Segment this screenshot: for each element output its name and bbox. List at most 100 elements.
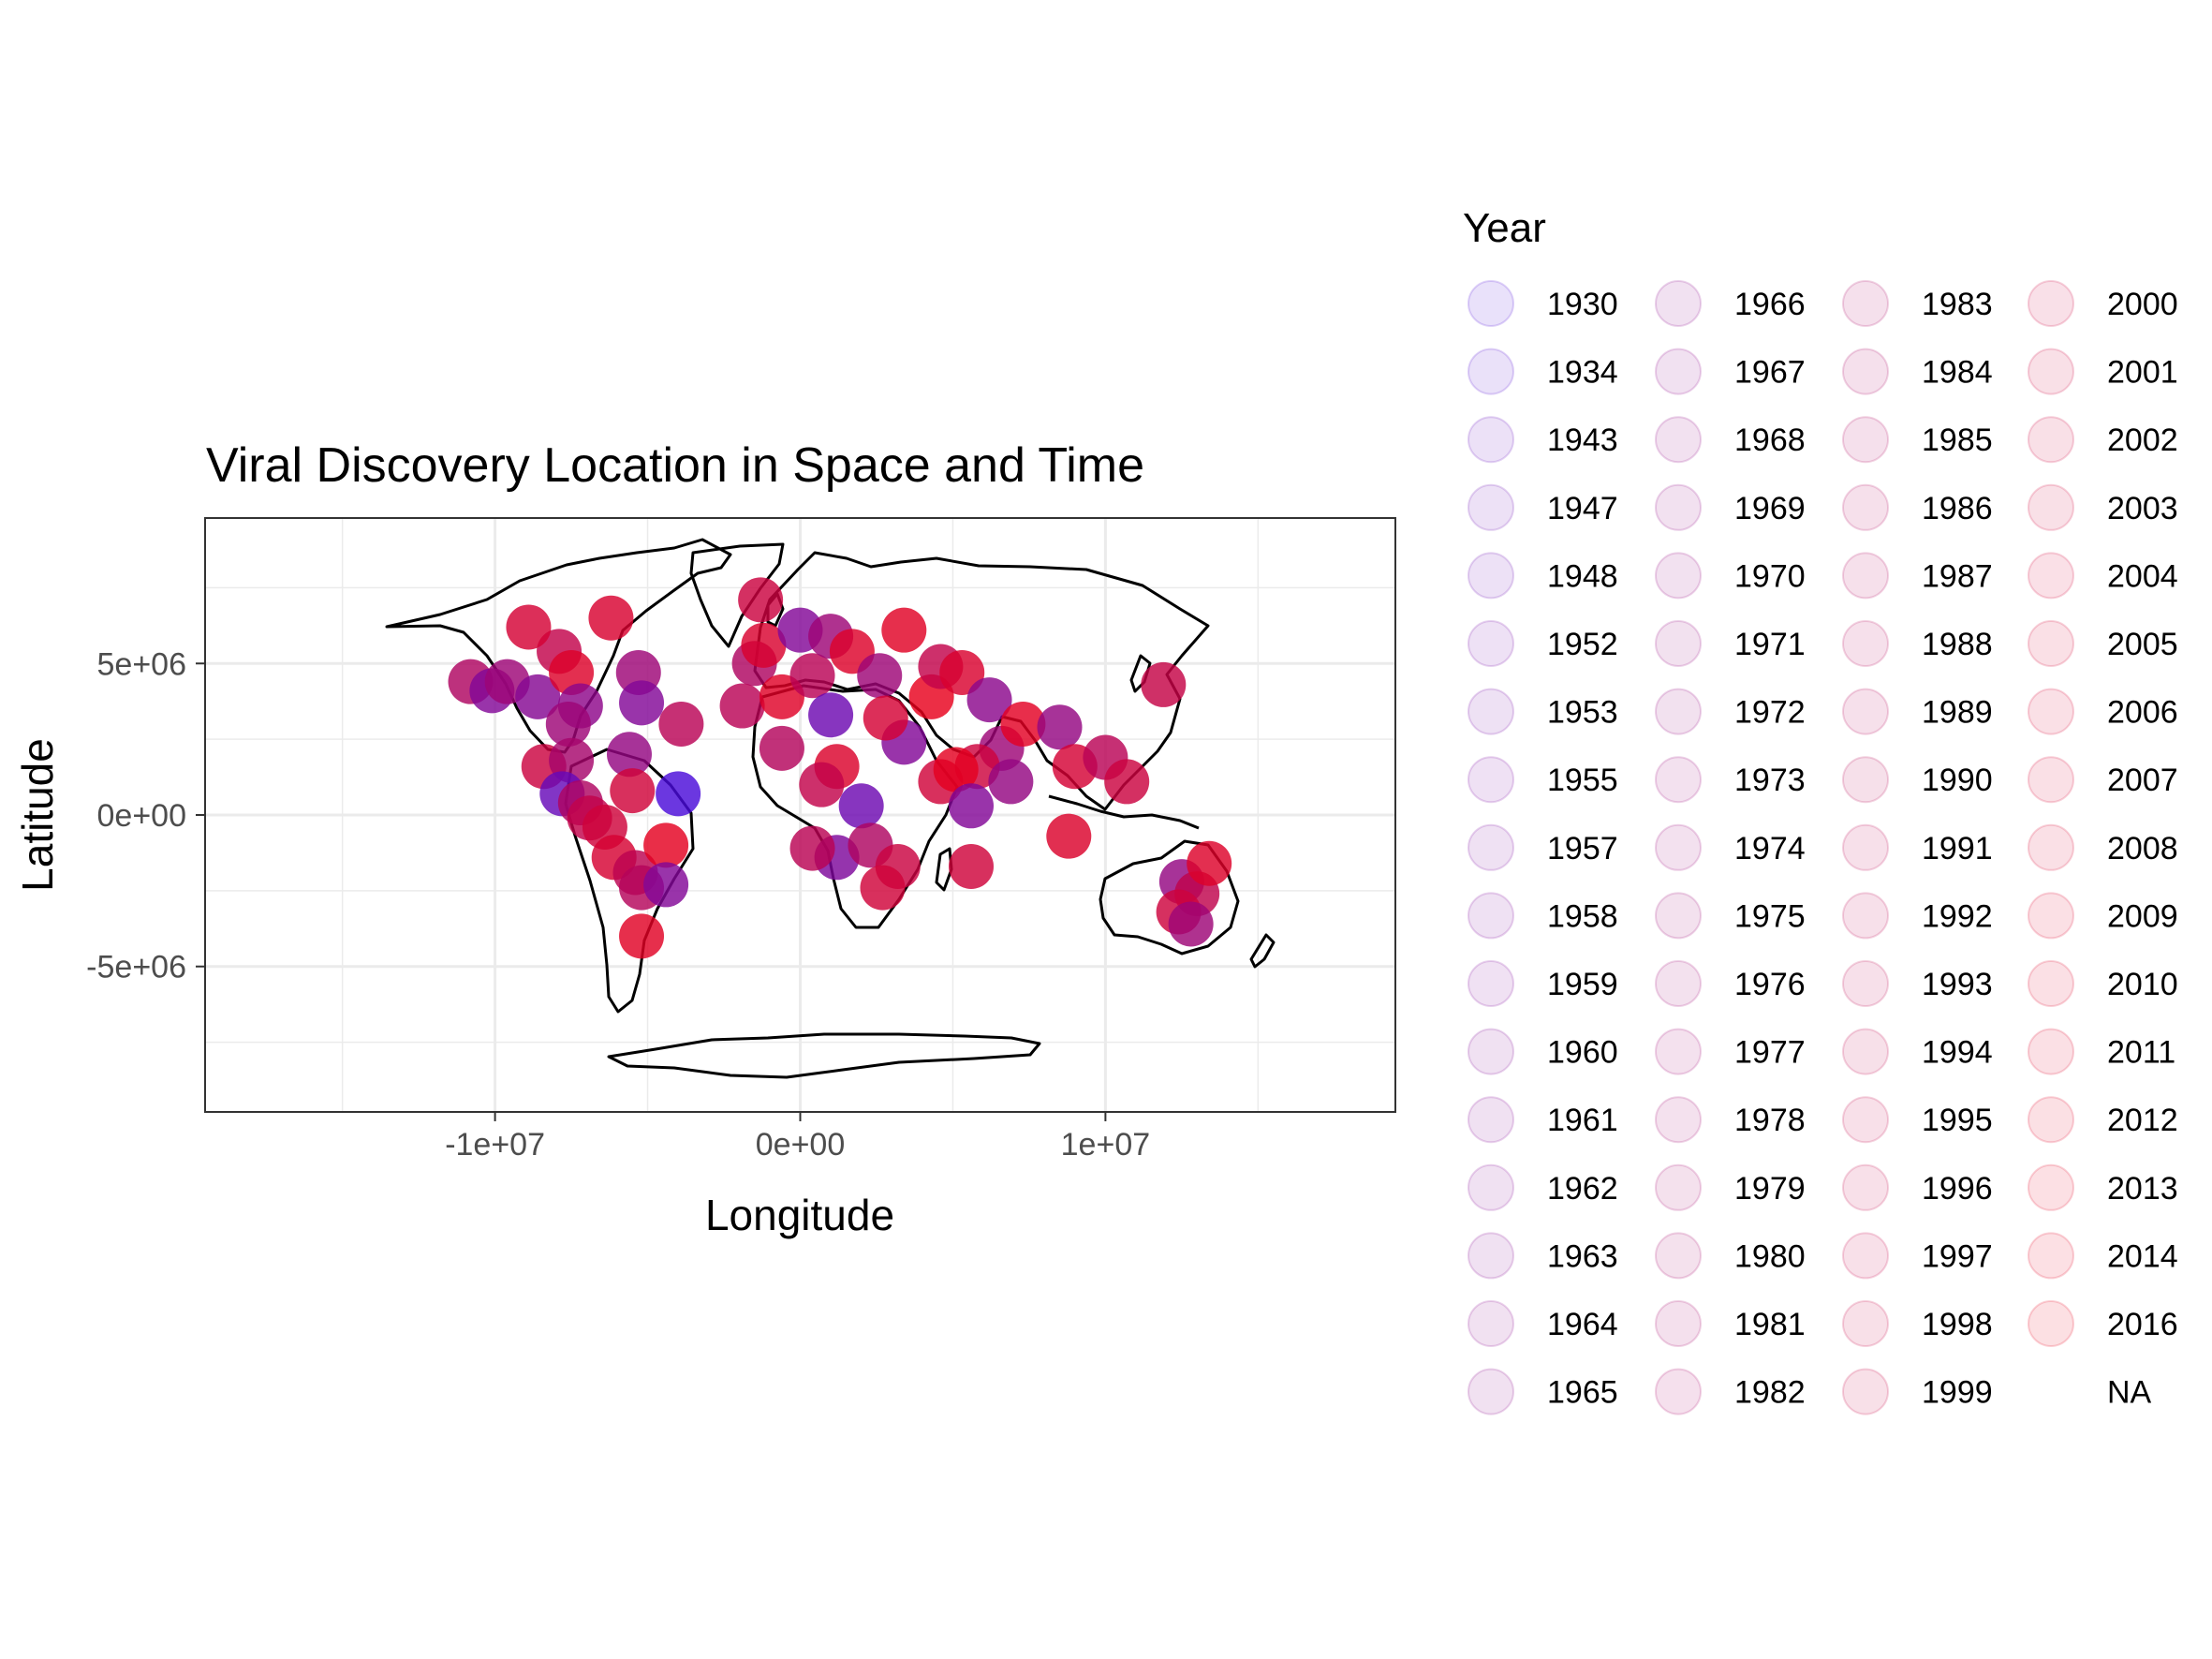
legend-key	[2028, 1232, 2074, 1280]
chart-title: Viral Discovery Location in Space and Ti…	[206, 438, 1144, 493]
legend-key	[2028, 620, 2074, 667]
legend-label: 1955	[1547, 763, 1618, 798]
legend-key	[1467, 960, 1514, 1007]
legend-label: 1978	[1734, 1103, 1806, 1138]
legend-key	[1655, 823, 1702, 871]
data-point	[759, 725, 804, 771]
legend-label: 2009	[2107, 898, 2178, 934]
legend-key	[1467, 1163, 1514, 1211]
legend-label: 1997	[1922, 1238, 1993, 1274]
legend-key	[2028, 823, 2074, 871]
legend-label: 2002	[2107, 422, 2178, 458]
legend-label: 1966	[1734, 287, 1806, 322]
legend-key	[1842, 280, 1889, 327]
data-point	[949, 783, 995, 829]
legend-key	[1842, 552, 1889, 600]
legend-key	[1467, 823, 1514, 871]
legend-label: 1976	[1734, 967, 1806, 1002]
legend-key	[1467, 280, 1514, 327]
data-point	[1104, 759, 1150, 805]
legend-label: 1993	[1922, 967, 1993, 1002]
legend-label: 1953	[1547, 695, 1618, 731]
legend-title: Year	[1463, 205, 1546, 251]
legend-label: 2013	[2107, 1171, 2178, 1207]
legend-label: 1959	[1547, 967, 1618, 1002]
data-point	[789, 825, 835, 871]
legend-label: 1988	[1922, 627, 1993, 662]
data-point	[738, 577, 784, 623]
legend-key	[1842, 1232, 1889, 1280]
data-point	[545, 701, 591, 747]
data-point	[988, 759, 1034, 805]
data-point	[933, 747, 979, 792]
legend-key	[1655, 1368, 1702, 1415]
legend-label: 1987	[1922, 558, 1993, 594]
data-point	[515, 674, 561, 719]
legend-label: 2004	[2107, 558, 2178, 594]
data-point	[1168, 901, 1214, 947]
legend-label: 2007	[2107, 763, 2178, 798]
legend-key	[1842, 416, 1889, 464]
legend-label: 2008	[2107, 831, 2178, 867]
y-tick-label: 5e+06	[97, 646, 187, 682]
legend-key	[1655, 1096, 1702, 1144]
legend-key	[1842, 756, 1889, 804]
legend-key	[2028, 1096, 2074, 1144]
data-point	[643, 822, 689, 868]
x-tick-label: 1e+07	[1061, 1127, 1151, 1163]
legend-key	[1467, 1368, 1514, 1415]
legend-label: 1960	[1547, 1035, 1618, 1071]
antarctica-outline	[607, 1032, 1041, 1079]
data-point	[789, 653, 835, 699]
x-tick-label: 0e+00	[756, 1127, 846, 1163]
legend-label: 2012	[2107, 1103, 2178, 1138]
legend-label: 1930	[1547, 287, 1618, 322]
legend-key	[1655, 483, 1702, 531]
legend-key	[1467, 892, 1514, 940]
legend-label: 1980	[1734, 1238, 1806, 1274]
legend-label: 1957	[1547, 831, 1618, 867]
legend-key	[2028, 348, 2074, 395]
y-axis: -5e+06 0e+00 5e+06	[86, 646, 205, 985]
legend-key	[2028, 1300, 2074, 1347]
data-point	[1037, 704, 1083, 750]
data-point	[799, 762, 845, 807]
legend-key	[2028, 1028, 2074, 1075]
legend-label: 1977	[1734, 1035, 1806, 1071]
legend-key	[1842, 1368, 1889, 1415]
legend-key	[1467, 688, 1514, 735]
data-point	[658, 701, 704, 747]
legend-key	[1467, 416, 1514, 464]
data-point	[506, 604, 552, 650]
data-point	[619, 913, 665, 959]
legend-key	[2028, 483, 2074, 531]
legend-label: 1983	[1922, 287, 1993, 322]
legend-key	[1842, 823, 1889, 871]
legend-key	[2028, 960, 2074, 1007]
legend-label: 1984	[1922, 355, 1993, 391]
legend-label: 1961	[1547, 1103, 1618, 1138]
data-point	[966, 677, 1012, 723]
legend-label: 1943	[1547, 422, 1618, 458]
legend-label: 1958	[1547, 898, 1618, 934]
legend-label: 1934	[1547, 355, 1618, 391]
x-axis: -1e+07 0e+00 1e+07	[445, 1112, 1150, 1163]
legend-label: 1986	[1922, 491, 1993, 526]
legend-key	[1842, 348, 1889, 395]
legend-label: 1992	[1922, 898, 1993, 934]
data-point	[1046, 813, 1092, 859]
data-point	[1000, 701, 1046, 747]
legend-label: 1995	[1922, 1103, 1993, 1138]
legend-key	[1655, 756, 1702, 804]
legend-key	[1842, 1300, 1889, 1347]
legend-key	[1655, 1028, 1702, 1075]
legend-label: 2001	[2107, 355, 2178, 391]
legend-key	[2028, 552, 2074, 600]
data-point	[643, 862, 689, 908]
legend-key	[2028, 688, 2074, 735]
legend-label: 1970	[1734, 558, 1806, 594]
data-point	[939, 649, 985, 695]
y-tick-label: -5e+06	[86, 950, 186, 985]
legend-label: 1991	[1922, 831, 1993, 867]
legend-label: 2011	[2107, 1035, 2175, 1071]
